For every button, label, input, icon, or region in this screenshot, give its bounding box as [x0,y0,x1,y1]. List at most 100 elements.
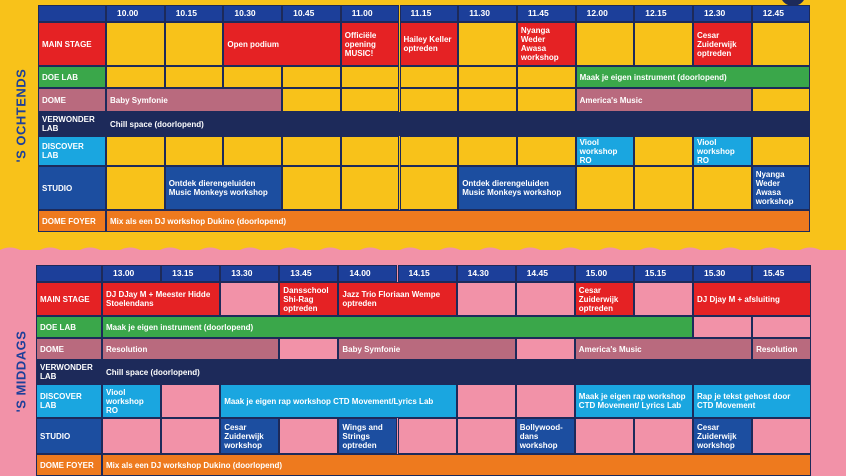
time-header: 12.00 [575,5,635,22]
time-header: 10.00 [106,5,165,22]
empty-slot [106,66,165,88]
empty-slot [220,282,280,316]
event-cell: Nyanga Weder Awasa workshop [751,166,811,210]
room-label: VERWONDER LAB [36,360,102,384]
empty-slot [458,88,517,112]
time-header: 15.45 [752,265,812,282]
time-header: 15.00 [574,265,634,282]
room-label: STUDIO [38,166,106,210]
empty-slot [161,418,221,454]
empty-slot [399,66,459,88]
empty-slot [106,166,165,210]
header-corner [38,5,106,22]
time-header: 12.15 [634,5,693,22]
empty-slot [634,166,693,210]
empty-slot [282,88,341,112]
empty-slot [279,338,339,360]
empty-slot [340,66,400,88]
empty-slot [279,418,339,454]
afternoon-side-label: 'S MIDDAGS [13,330,29,413]
empty-slot [340,136,400,166]
empty-slot [102,418,162,454]
event-cell: Cesar Zuiderwijk optreden [693,22,752,66]
event-cell: Wings and Strings optreden [338,418,398,454]
event-cell: Cesar Zuiderwijk workshop [693,418,753,454]
time-header: 11.30 [458,5,517,22]
empty-slot [751,136,811,166]
empty-slot [633,282,693,316]
time-header: 12.30 [693,5,752,22]
corner-decoration [780,0,806,6]
empty-slot [223,66,283,88]
header-corner [36,265,102,282]
time-header: 15.15 [633,265,693,282]
empty-slot [456,384,516,418]
room-label: DOME FOYER [36,454,102,476]
room-label: DOE LAB [36,316,102,338]
empty-slot [751,22,811,66]
time-header: 14.15 [397,265,457,282]
time-header: 12.45 [751,5,811,22]
event-cell: Maak je eigen rap workshop CTD Movement/… [220,384,457,418]
time-header: 10.30 [223,5,283,22]
event-cell: Dansschool Shi-Rag optreden [279,282,339,316]
room-label: VERWONDER LAB [38,112,106,136]
event-cell: DJ Djay M + afsluiting [693,282,812,316]
empty-slot [575,22,635,66]
time-header: 14.30 [456,265,516,282]
empty-slot [516,88,576,112]
event-cell: Resolution [102,338,280,360]
empty-slot [399,136,459,166]
event-cell: Viool workshop RO [102,384,162,418]
empty-slot [458,66,517,88]
empty-slot [164,136,224,166]
empty-slot [164,22,224,66]
event-cell: Mix als een DJ workshop Dukino (doorlope… [102,454,812,476]
time-header: 15.30 [693,265,753,282]
time-header: 14.45 [515,265,575,282]
time-header: 11.00 [340,5,400,22]
morning-side-label: 'S OCHTENDS [13,68,29,163]
room-label: STUDIO [36,418,102,454]
empty-slot [575,166,635,210]
empty-slot [515,282,575,316]
event-cell: America's Music [575,88,752,112]
empty-slot [106,136,165,166]
time-header: 10.15 [164,5,224,22]
wave-divider [0,247,846,257]
room-label: DISCOVER LAB [36,384,102,418]
time-header: 13.00 [102,265,162,282]
room-label: DOME [38,88,106,112]
room-label: DISCOVER LAB [38,136,106,166]
event-cell: Resolution [752,338,812,360]
empty-slot [574,418,634,454]
event-cell: Nyanga Weder Awasa workshop [516,22,576,66]
event-cell: Chill space (doorlopend) [102,360,812,384]
empty-slot [340,88,400,112]
empty-slot [282,166,341,210]
empty-slot [751,88,811,112]
empty-slot [340,166,400,210]
event-cell: Chill space (doorlopend) [106,112,811,136]
time-header: 10.45 [282,5,341,22]
empty-slot [752,316,812,338]
time-header: 11.45 [516,5,576,22]
event-cell: Jazz Trio Floriaan Wempe optreden [338,282,457,316]
empty-slot [456,282,516,316]
event-cell: Rap je tekst gehost door CTD Movement [693,384,812,418]
empty-slot [693,316,753,338]
empty-slot [516,136,576,166]
empty-slot [399,88,459,112]
event-cell: Ontdek dierengeluiden Music Monkeys work… [164,166,283,210]
empty-slot [456,418,516,454]
empty-slot [458,22,517,66]
empty-slot [634,22,693,66]
event-cell: Cesar Zuiderwijk optreden [574,282,634,316]
event-cell: Maak je eigen instrument (doorlopend) [102,316,693,338]
event-cell: Baby Symfonie [338,338,516,360]
time-header: 14.00 [338,265,398,282]
empty-slot [282,66,341,88]
empty-slot [515,384,575,418]
event-cell: Viool workshop RO [693,136,752,166]
empty-slot [516,66,576,88]
